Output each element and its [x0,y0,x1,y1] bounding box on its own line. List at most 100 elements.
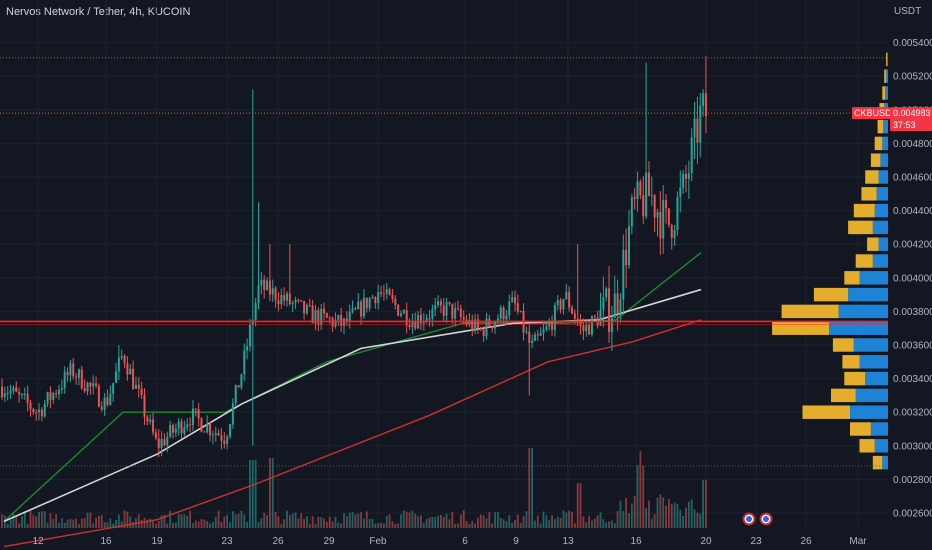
candle-body [625,249,628,266]
candle-body [439,301,442,306]
volume-bar [163,514,166,528]
candle-body [72,363,75,377]
candle-body [280,295,283,305]
volume-bar [15,516,18,528]
candle-body [610,317,613,333]
y-axis-tick-label: 0.004200 [893,240,932,251]
volume-bar [109,518,112,528]
volume-profile-up-bar [887,52,888,67]
volume-bar [502,519,505,528]
volume-profile-up-bar [880,153,888,167]
candle-body [368,298,371,309]
y-axis-tick-label: 0.003800 [893,307,932,318]
candle-body [348,311,351,323]
candle-body [442,305,445,316]
volume-bar [363,518,365,528]
volume-bar [488,512,491,528]
candle-body [166,436,169,446]
candle-body [402,310,405,314]
candle-body [154,432,157,439]
x-axis-tick-label: 19 [151,536,163,547]
candle-body [189,424,192,426]
candle-body [690,137,693,174]
y-axis-tick-label: 0.002800 [893,475,932,486]
candle-body [46,392,49,404]
candle-body [536,334,539,336]
candle-body [305,304,308,314]
volume-profile-down-bar [882,86,886,100]
volume-bar [52,518,55,528]
candle-body [474,319,477,332]
candle-body [670,224,673,238]
candle-body [667,208,670,225]
volume-bar [377,522,380,528]
volume-bar [531,448,533,528]
volume-bar [445,513,448,528]
moving-average-green [3,252,702,522]
volume-bar [536,515,539,528]
candle-body [568,291,571,308]
volume-bar [263,512,266,528]
x-axis-tick-label: 6 [462,536,468,547]
volume-profile-up-bar [883,119,888,134]
candle-body [32,409,35,413]
candle-body [679,187,682,197]
candle-body [431,309,434,319]
volume-bar [23,511,26,528]
candle-body [214,433,217,435]
volume-bar [95,517,97,528]
volume-profile-up-bar [850,405,888,419]
candle-body [462,317,465,320]
volume-profile-down-bar [884,69,887,83]
volume-bar [425,518,428,528]
candle-body [43,403,46,417]
candle-body [183,427,186,434]
volume-profile-down-bar [848,220,873,235]
symbol-tag-label: CKBUSDT [854,108,898,118]
candle-body [400,313,402,316]
volume-profile-up-bar [878,170,888,184]
volume-bar [357,513,360,528]
volume-bar [573,523,576,528]
volume-bar [571,511,573,528]
volume-bar [659,494,662,528]
candle-body [488,318,491,327]
candle-body [459,308,462,318]
volume-bar [397,523,400,528]
candle-body [365,297,368,309]
candle-body [476,319,479,329]
candle-body [191,408,194,425]
candle-body [300,300,303,302]
volume-bar [186,515,189,528]
volume-bar [508,515,511,528]
candle-body [645,172,648,217]
candle-body [337,314,340,320]
volume-bar [12,513,15,528]
volume-bar [100,515,103,528]
candle-body [132,368,135,389]
candle-body [354,308,357,310]
candle-body [294,299,297,303]
candle-body [457,308,459,310]
candle-body [340,314,343,326]
volume-bar [246,521,248,528]
volume-bar [160,515,163,528]
volume-bar [155,523,157,528]
volume-bar [137,514,140,528]
candle-body [177,421,180,429]
volume-bar [297,518,300,528]
candle-body [66,371,69,376]
candle-body [542,329,545,334]
volume-bar [582,516,585,528]
volume-bar [633,495,636,528]
volume-profile-down-bar [870,153,881,167]
volume-bar [231,511,234,528]
volume-bar [35,516,38,528]
candle-body [23,393,26,395]
candle-body [525,331,528,333]
candle-body [528,331,531,343]
candle-body [288,293,291,305]
volume-bar [482,515,485,528]
